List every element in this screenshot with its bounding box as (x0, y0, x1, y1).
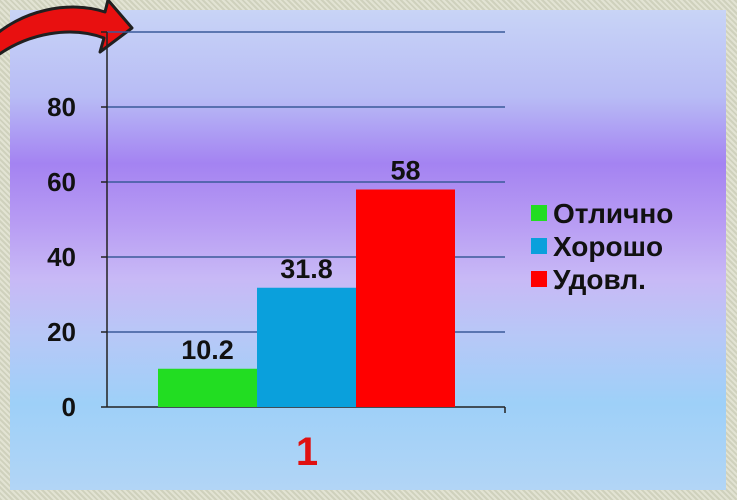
legend-label: Отлично (553, 198, 673, 229)
bar-3 (356, 189, 455, 407)
y-tick-label: 80 (47, 92, 76, 122)
x-category-label: 1 (296, 430, 318, 474)
bar-2 (257, 287, 356, 407)
bars (158, 189, 455, 407)
legend-swatch (531, 271, 547, 287)
y-tick-label: 40 (47, 242, 76, 272)
y-tick-label: 60 (47, 167, 76, 197)
y-tick-label: 20 (47, 317, 76, 347)
red-curved-arrow-icon (0, 0, 134, 56)
data-label: 31.8 (280, 254, 333, 284)
legend-label: Хорошо (553, 231, 663, 262)
legend-label: Удовл. (553, 264, 646, 295)
data-label: 10.2 (181, 335, 234, 365)
legend-swatch (531, 205, 547, 221)
y-tick-label: 0 (62, 392, 76, 422)
data-labels: 10.2 31.8 58 1 (181, 156, 420, 475)
bar-1 (158, 368, 257, 407)
legend-swatch (531, 238, 547, 254)
data-label: 58 (390, 156, 420, 186)
